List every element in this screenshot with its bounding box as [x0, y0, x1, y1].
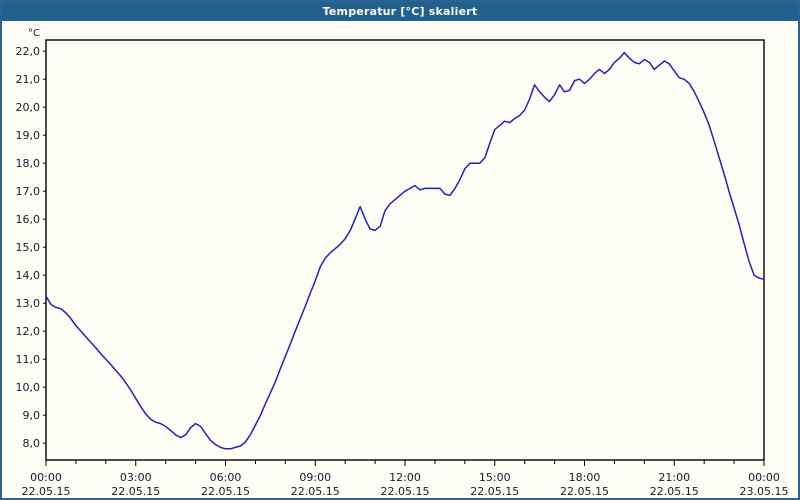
- x-tick-date: 22.05.15: [560, 485, 609, 498]
- page-title: Temperatur [°C] skaliert: [322, 5, 478, 18]
- window-title-bar: Temperatur [°C] skaliert: [2, 2, 798, 21]
- x-tick-time: 18:00: [569, 471, 601, 484]
- y-tick-label: 15,0: [16, 241, 41, 254]
- x-tick-date: 22.05.15: [470, 485, 519, 498]
- x-tick-time: 00:00: [30, 471, 62, 484]
- temperature-line-chart: 22,0 21,0 20,0 19,0 18,0 17,0 16,0 15,0 14,0 13,0…: [16, 28, 789, 498]
- x-tick-date: 22.05.15: [111, 485, 160, 498]
- x-tick-date: 22.05.15: [650, 485, 699, 498]
- x-tick-time: 21:00: [658, 471, 690, 484]
- x-tick-time: 12:00: [389, 471, 421, 484]
- x-tick-time: 09:00: [299, 471, 331, 484]
- y-tick-label: 17,0: [16, 185, 41, 198]
- data-series-group: [45, 51, 765, 450]
- y-tick-label: 8,0: [23, 437, 41, 450]
- y-tick-label: 22,0: [16, 45, 41, 58]
- y-tick-label: 19,0: [16, 129, 41, 142]
- y-tick-label: 12,0: [16, 325, 41, 338]
- y-tick-label: 14,0: [16, 269, 41, 282]
- x-tick-date: 22.05.15: [291, 485, 340, 498]
- y-axis-unit-label: °C: [28, 28, 40, 39]
- x-axis-tick-labels: 00:0022.05.1503:0022.05.1506:0022.05.150…: [22, 471, 789, 498]
- series-line: [45, 51, 765, 450]
- y-tick-label: 18,0: [16, 157, 41, 170]
- y-tick-label: 13,0: [16, 297, 41, 310]
- y-tick-label: 11,0: [16, 353, 41, 366]
- x-tick-date: 23.05.15: [740, 485, 789, 498]
- x-tick-time: 15:00: [479, 471, 511, 484]
- plot-frame: [43, 39, 765, 461]
- y-tick-label: 16,0: [16, 213, 41, 226]
- plot-border: [45, 39, 765, 461]
- x-tick-time: 06:00: [210, 471, 242, 484]
- y-axis-tick-labels: 22,0 21,0 20,0 19,0 18,0 17,0 16,0 15,0 14,0 13,0…: [16, 45, 41, 450]
- x-tick-time: 03:00: [120, 471, 152, 484]
- x-tick-date: 22.05.15: [381, 485, 430, 498]
- y-tick-label: 20,0: [16, 101, 41, 114]
- y-tick-label: 21,0: [16, 73, 41, 86]
- x-tick-time: 00:00: [748, 471, 780, 484]
- y-tick-label: 9,0: [23, 409, 41, 422]
- x-tick-date: 22.05.15: [22, 485, 71, 498]
- x-axis-ticks: [45, 460, 765, 466]
- chart-canvas: 22,0 21,0 20,0 19,0 18,0 17,0 16,0 15,0 14,0 13,0…: [2, 21, 798, 498]
- y-tick-label: 10,0: [16, 381, 41, 394]
- x-tick-date: 22.05.15: [201, 485, 250, 498]
